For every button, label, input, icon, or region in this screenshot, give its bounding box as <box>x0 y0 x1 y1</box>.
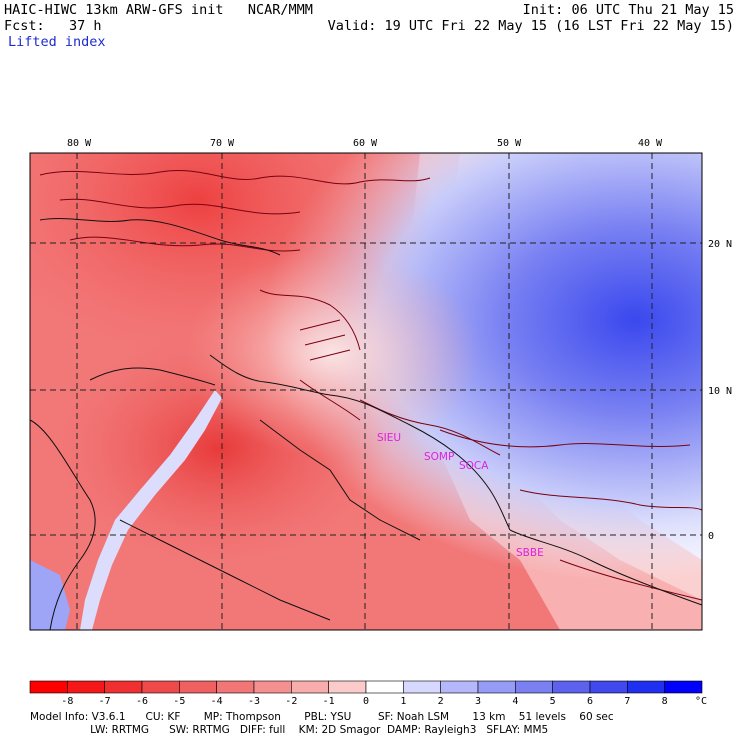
colorbar-swatch <box>515 680 553 694</box>
colorbar-tick-label: -3 <box>248 696 260 707</box>
station-label: SBBE <box>516 547 544 559</box>
station-label: SOMP <box>424 451 454 463</box>
lat-label: 10 N <box>708 386 732 397</box>
colorbar-tick-label: 3 <box>475 696 481 707</box>
colorbar-swatch <box>179 680 217 694</box>
colorbar-swatch <box>403 680 441 694</box>
colorbar-swatch <box>291 680 329 694</box>
latitude-labels: 20 N 10 N 0 <box>708 239 732 542</box>
colorbar-swatch <box>328 680 367 694</box>
colorbar-swatch <box>216 680 255 694</box>
colorbar-swatch <box>29 680 68 694</box>
colorbar-tick-label: 0 <box>363 696 369 707</box>
colorbar-swatch <box>365 680 404 694</box>
colorbar-tick-label: 7 <box>624 696 630 707</box>
footer-model-info: Model Info: V3.6.1 CU: KF MP: Thompson P… <box>30 711 614 723</box>
colorbar-swatch <box>440 680 479 694</box>
lat-label: 20 N <box>708 239 732 250</box>
lon-label: 50 W <box>497 138 522 149</box>
lat-label: 0 <box>708 531 714 542</box>
colorbar-swatch <box>67 680 105 694</box>
station-labels: SIEU SOMP SOCA SBBE <box>377 432 544 559</box>
colorbar-tick-label: 4 <box>512 696 518 707</box>
colorbar-tick-label: -6 <box>136 696 148 707</box>
colorbar-swatch <box>664 680 703 694</box>
colorbar-tick-label: -4 <box>211 696 223 707</box>
colorbar-swatch <box>552 680 591 694</box>
colorbar-tick-label: -7 <box>99 696 111 707</box>
model-title: HAIC-HIWC 13km ARW-GFS init NCAR/MMM <box>4 2 313 18</box>
lon-label: 70 W <box>210 138 235 149</box>
lon-label: 40 W <box>638 138 663 149</box>
station-label: SIEU <box>377 432 401 444</box>
colorbar-swatch <box>253 680 292 694</box>
map-frame <box>29 152 703 631</box>
lon-label: 80 W <box>67 138 92 149</box>
colorbar-tick-label: 8 <box>662 696 668 707</box>
colorbar-tick-label: 1 <box>400 696 406 707</box>
lon-label: 60 W <box>353 138 378 149</box>
station-label: SOCA <box>459 460 489 472</box>
colorbar-tick-label: 5 <box>550 696 556 707</box>
colorbar-tick-label: -1 <box>323 696 335 707</box>
colorbar-tick-label: 2 <box>438 696 444 707</box>
coastlines <box>29 218 703 631</box>
lat-lon-grid <box>30 153 702 630</box>
colorbar-unit: °C <box>695 696 707 707</box>
colorbar-swatch <box>141 680 180 694</box>
colorbar-tick-label: -2 <box>285 696 297 707</box>
colorbar-tick-label: 6 <box>587 696 593 707</box>
colorbar-tick-label: -8 <box>61 696 73 707</box>
colorbar-tick-label: -5 <box>173 696 185 707</box>
colorbar-swatch <box>104 680 143 694</box>
colorbar-swatch <box>589 680 628 694</box>
valid-time: Valid: 19 UTC Fri 22 May 15 (16 LST Fri … <box>327 18 734 34</box>
colorbar: -8 -7 -6 -5 -4 -3 -2 -1 0 1 2 3 4 5 6 7 8 <box>29 680 703 707</box>
forecast-hour: Fcst: 37 h <box>4 18 102 34</box>
colorbar-swatch <box>477 680 516 694</box>
field-name: Lifted index <box>8 34 106 50</box>
init-time: Init: 06 UTC Thu 21 May 15 <box>522 2 734 18</box>
longitude-labels: 80 W 70 W 60 W 50 W 40 W <box>67 138 663 149</box>
footer-physics-info: LW: RRTMG SW: RRTMG DIFF: full KM: 2D Sm… <box>30 724 549 736</box>
lifted-index-field <box>30 153 702 630</box>
colorbar-swatch <box>627 680 665 694</box>
